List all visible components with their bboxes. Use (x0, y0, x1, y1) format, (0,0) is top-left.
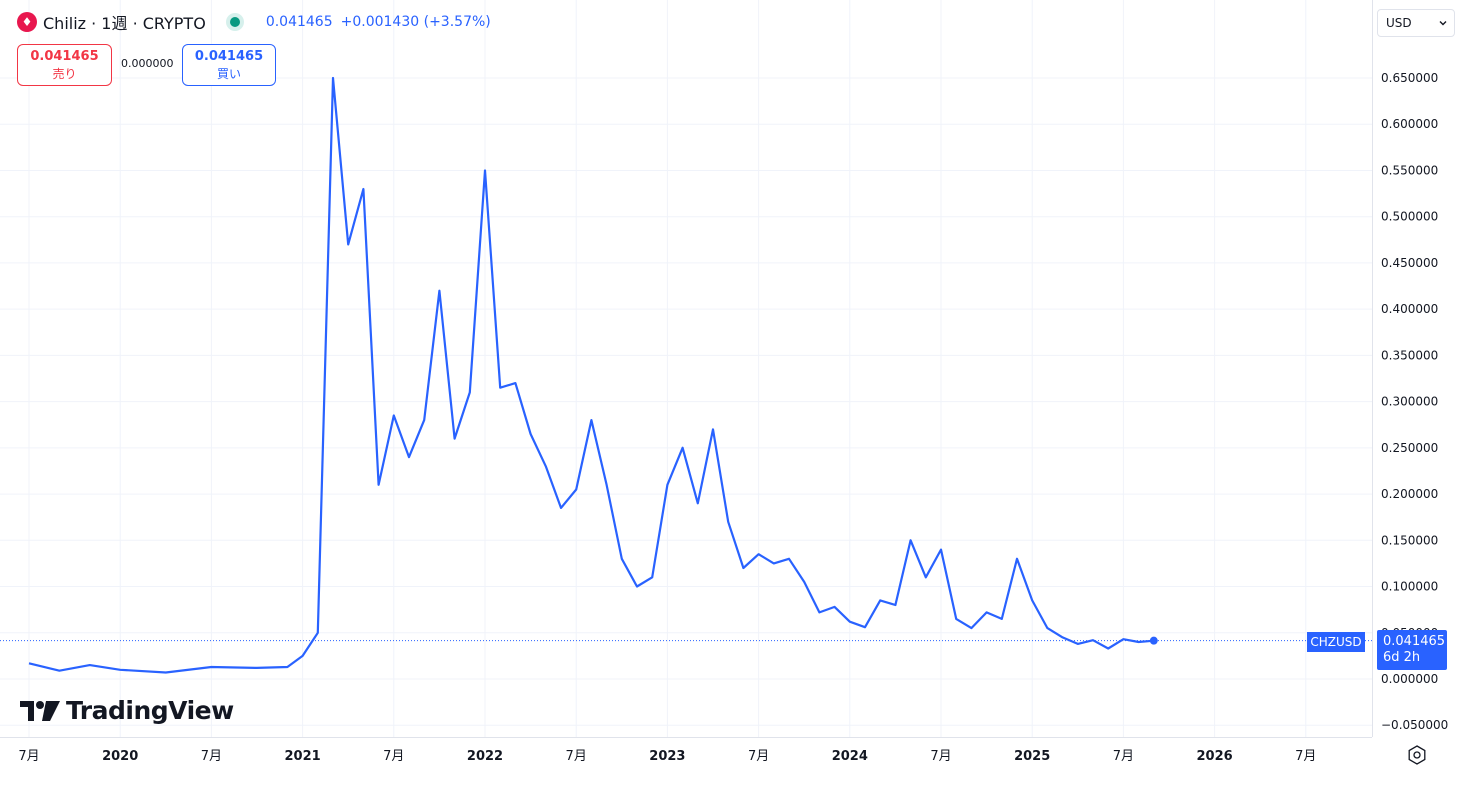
sell-label: 売り (52, 66, 77, 81)
x-tick-label: 7月 (383, 749, 404, 764)
y-tick-label: 0.400000 (1381, 302, 1438, 316)
y-tick-label: 0.300000 (1381, 395, 1438, 409)
y-tick-label: 0.600000 (1381, 117, 1438, 131)
settings-gear-icon[interactable] (1406, 744, 1428, 766)
x-tick-label: 2021 (285, 749, 321, 764)
sell-price: 0.041465 (30, 48, 99, 64)
price-axis[interactable]: 0.650000 0.600000 0.550000 0.500000 0.450000… (1372, 0, 1460, 737)
y-tick-label: 0.150000 (1381, 533, 1438, 547)
buy-button[interactable]: 0.041465 買い (182, 44, 276, 86)
chiliz-logo-icon[interactable]: ♦ (17, 12, 37, 32)
y-tick-label: 0.100000 (1381, 580, 1438, 594)
tradingview-logo[interactable]: TradingView (20, 696, 234, 725)
chart-legend: ♦ Chiliz · 1週 · CRYPTO 0.041465 +0.00143… (17, 10, 499, 34)
time-axis-labels: 7月 2020 7月 2021 7月 2022 7月 2023 7月 2024 7月 2025 7月 20… (18, 749, 1316, 764)
x-tick-label: 2022 (467, 749, 503, 764)
currency-select[interactable]: USD (1377, 9, 1455, 37)
price-axis-labels: 0.650000 0.600000 0.550000 0.500000 0.450000… (1381, 71, 1448, 732)
y-tick-label: 0.450000 (1381, 256, 1438, 270)
last-price-tag: 0.041465 6d 2h (1377, 630, 1447, 670)
x-tick-label: 2024 (832, 749, 868, 764)
last-price-point (1149, 636, 1158, 645)
x-tick-label: 2020 (102, 749, 138, 764)
x-tick-label: 2025 (1014, 749, 1050, 764)
x-tick-label: 7月 (201, 749, 222, 764)
y-tick-label: −0.050000 (1381, 718, 1448, 732)
x-tick-label: 7月 (1113, 749, 1134, 764)
market-status-icon[interactable] (229, 17, 240, 27)
x-tick-label: 7月 (748, 749, 769, 764)
last-price-tag-value: 0.041465 (1383, 634, 1446, 649)
grid (0, 0, 1372, 737)
y-tick-label: 0.000000 (1381, 672, 1438, 686)
x-tick-label: 7月 (1295, 749, 1316, 764)
x-tick-label: 7月 (18, 749, 39, 764)
time-axis[interactable]: 7月 2020 7月 2021 7月 2022 7月 2023 7月 2024 7月 2025 7月 20… (0, 737, 1372, 788)
sell-button[interactable]: 0.041465 売り (17, 44, 112, 86)
last-price-value: 0.041465 (265, 14, 333, 30)
price-line-series (28, 76, 1154, 674)
y-tick-label: 0.500000 (1381, 210, 1438, 224)
ticker-tag: CHZUSD (1307, 632, 1365, 652)
x-tick-label: 7月 (930, 749, 951, 764)
tradingview-logo-text: TradingView (66, 696, 234, 725)
spread-value: 0.000000 (121, 57, 174, 70)
y-tick-label: 0.200000 (1381, 487, 1438, 501)
currency-value: USD (1386, 16, 1412, 30)
symbol-title[interactable]: Chiliz · 1週 · CRYPTO (43, 14, 206, 33)
buy-price: 0.041465 (194, 48, 264, 64)
y-tick-label: 0.550000 (1381, 163, 1438, 177)
price-change-value: +0.001430 (+3.57%) (340, 14, 491, 30)
y-tick-label: 0.250000 (1381, 441, 1438, 455)
bar-countdown: 6d 2h (1383, 650, 1421, 665)
y-tick-label: 0.350000 (1381, 348, 1438, 362)
tradingview-logo-icon (20, 700, 60, 721)
x-tick-label: 2026 (1197, 749, 1233, 764)
buy-label: 買い (216, 66, 241, 81)
y-tick-label: 0.650000 (1381, 71, 1438, 85)
chevron-down-icon (1439, 21, 1447, 26)
price-chart[interactable] (0, 0, 1372, 737)
x-tick-label: 7月 (566, 749, 587, 764)
chart-area[interactable] (0, 0, 1372, 737)
x-tick-label: 2023 (649, 749, 685, 764)
